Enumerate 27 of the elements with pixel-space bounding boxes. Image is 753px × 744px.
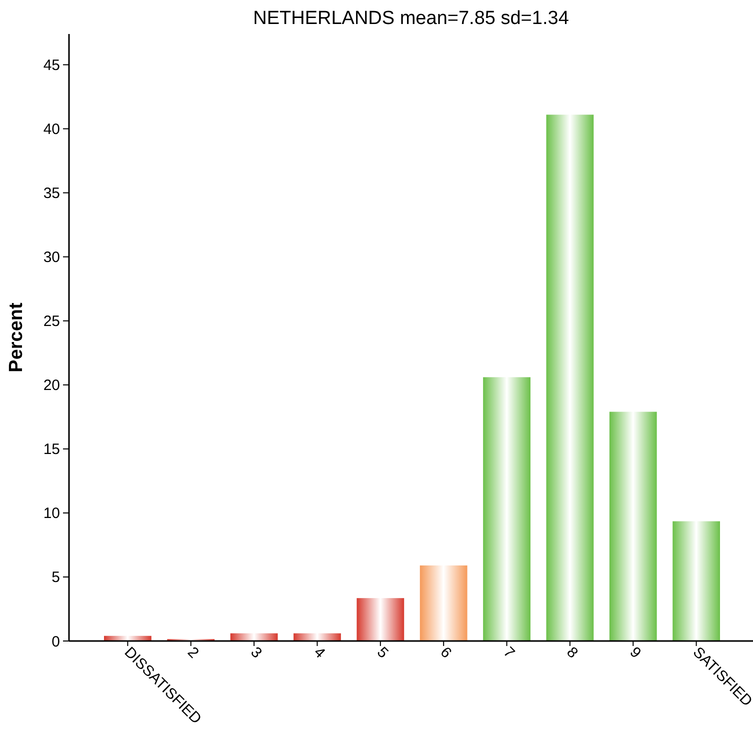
bar: [294, 633, 341, 641]
x-tick-label: 9: [626, 644, 644, 662]
y-tick-label: 25: [43, 313, 60, 330]
x-tick-label: 5: [374, 644, 392, 662]
bar: [420, 565, 468, 641]
y-tick-label: 15: [43, 441, 60, 458]
x-tick-label: 4: [310, 644, 328, 662]
bar: [546, 114, 594, 641]
x-tick-label: 6: [436, 644, 455, 662]
x-tick-label: 8: [563, 644, 582, 662]
y-tick-label: 20: [43, 377, 60, 394]
x-tick-label: 3: [247, 644, 266, 662]
y-tick-label: 30: [43, 249, 60, 266]
y-axis-title: Percent: [6, 302, 27, 372]
y-tick-label: 5: [52, 569, 60, 586]
bar: [356, 598, 404, 641]
bar: [672, 521, 720, 641]
y-tick-label: 40: [43, 121, 60, 138]
y-tick-label: 35: [43, 185, 60, 202]
chart-title: NETHERLANDS mean=7.85 sd=1.34: [253, 8, 570, 29]
y-tick-label: 45: [43, 56, 60, 74]
bar: [483, 377, 530, 641]
bar: [609, 412, 657, 641]
x-tick-label: 7: [500, 644, 518, 662]
bar: [230, 633, 278, 641]
y-tick-label: 0: [52, 633, 60, 650]
y-tick-label: 10: [43, 505, 60, 522]
